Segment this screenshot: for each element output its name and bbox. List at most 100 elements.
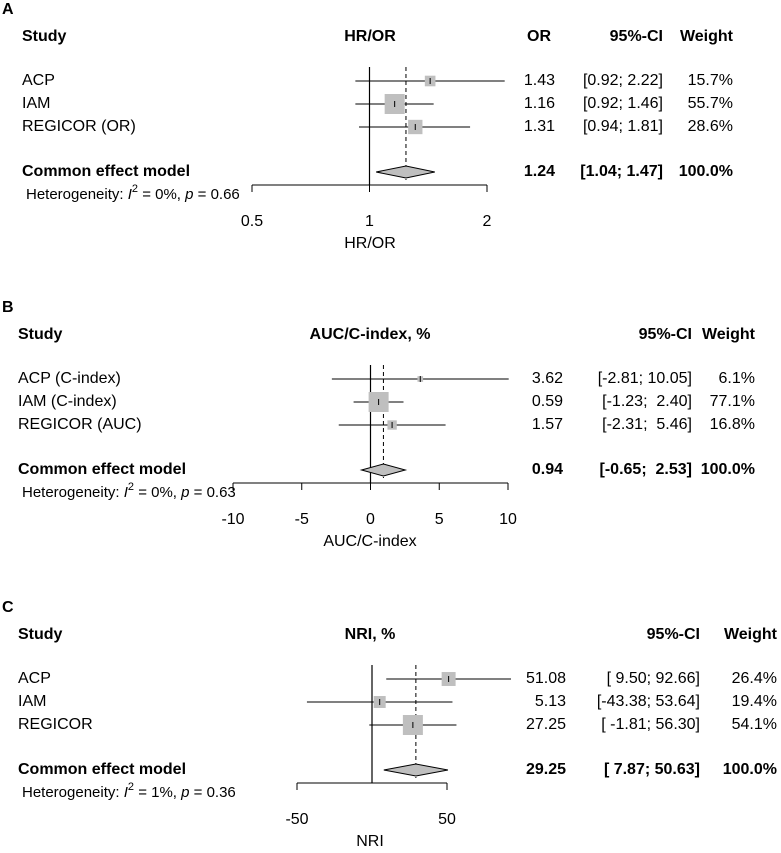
pooled-estimate: 29.25 — [526, 761, 566, 778]
pooled-diamond — [383, 763, 449, 777]
study-name: IAM (C-index) — [18, 393, 117, 410]
panel-label: A — [2, 1, 14, 18]
x-tick-label: 0 — [366, 511, 375, 528]
ci-label: [-1.23; 2.40] — [602, 393, 692, 410]
x-tick-label: 5 — [435, 511, 444, 528]
pooled-diamond — [359, 463, 408, 477]
heterogeneity-part: Heterogeneity: — [22, 784, 124, 801]
pooled-ci: [-0.65; 2.53] — [600, 461, 692, 478]
header-effect: HR/OR — [344, 28, 396, 45]
study-name: ACP (C-index) — [18, 370, 121, 387]
pooled-ci: [1.04; 1.47] — [580, 163, 663, 180]
panel-label: B — [2, 299, 14, 316]
heterogeneity-part: Heterogeneity: — [26, 186, 128, 203]
estimate: 27.25 — [526, 716, 566, 733]
heterogeneity-part: = 0.36 — [189, 784, 235, 801]
header-weight: Weight — [680, 28, 734, 45]
study-name: IAM — [18, 693, 46, 710]
ci-label: [-2.31; 5.46] — [602, 416, 692, 433]
heterogeneity: Heterogeneity: I2 = 0%, p = 0.66 — [26, 183, 240, 203]
study-name: REGICOR (OR) — [22, 118, 136, 135]
weight-label: 28.6% — [688, 118, 733, 135]
x-tick-label: 50 — [438, 811, 456, 828]
x-axis-label: AUC/C-index — [323, 533, 416, 550]
pooled-estimate: 1.24 — [524, 163, 555, 180]
study-name: ACP — [22, 72, 55, 89]
ci-label: [ -1.81; 56.30] — [601, 716, 700, 733]
heterogeneity-part: p — [180, 484, 189, 501]
ci-label: [0.94; 1.81] — [583, 118, 663, 135]
header-weight: Weight — [702, 326, 756, 343]
pooled-weight: 100.0% — [723, 761, 777, 778]
heterogeneity-part: I — [124, 484, 128, 501]
ci-label: [ 9.50; 92.66] — [607, 670, 700, 687]
estimate: 1.16 — [524, 95, 555, 112]
pooled-weight: 100.0% — [679, 163, 733, 180]
heterogeneity-part: = 0%, — [134, 484, 181, 501]
weight-label: 15.7% — [688, 72, 733, 89]
ci-label: [-2.81; 10.05] — [598, 370, 692, 387]
x-tick-label: 10 — [499, 511, 517, 528]
study-name: IAM — [22, 95, 50, 112]
ci-label: [0.92; 1.46] — [583, 95, 663, 112]
heterogeneity-part: 2 — [132, 183, 138, 195]
heterogeneity-part: = 0.63 — [189, 484, 235, 501]
x-axis-label: NRI — [356, 833, 384, 850]
panel-label: C — [2, 599, 14, 616]
heterogeneity-part: = 0.66 — [193, 186, 239, 203]
x-tick-label: -5 — [295, 511, 309, 528]
pooled-estimate: 0.94 — [532, 461, 563, 478]
heterogeneity: Heterogeneity: I2 = 1%, p = 0.36 — [22, 781, 236, 801]
heterogeneity-part: 2 — [128, 781, 134, 793]
heterogeneity-part: Heterogeneity: — [22, 484, 124, 501]
pooled-diamond — [376, 165, 435, 179]
x-tick-label: -10 — [221, 511, 244, 528]
ci-label: [-43.38; 53.64] — [597, 693, 700, 710]
estimate: 0.59 — [532, 393, 563, 410]
weight-label: 77.1% — [710, 393, 755, 410]
header-ci: 95%-CI — [639, 326, 692, 343]
weight-label: 26.4% — [732, 670, 777, 687]
header-weight: Weight — [724, 626, 778, 643]
header-estimate: OR — [527, 28, 551, 45]
estimate: 3.62 — [532, 370, 563, 387]
x-tick-label: 2 — [483, 213, 492, 230]
heterogeneity-part: 2 — [128, 481, 134, 493]
study-name: REGICOR (AUC) — [18, 416, 142, 433]
x-axis-label: HR/OR — [344, 235, 396, 252]
weight-label: 19.4% — [732, 693, 777, 710]
heterogeneity-part: p — [180, 784, 189, 801]
header-ci: 95%-CI — [647, 626, 700, 643]
weight-label: 54.1% — [732, 716, 777, 733]
heterogeneity-part: I — [124, 784, 128, 801]
header-study: Study — [18, 326, 63, 343]
x-tick-label: -50 — [285, 811, 308, 828]
x-tick-label: 1 — [365, 213, 374, 230]
pooled-ci: [ 7.87; 50.63] — [604, 761, 700, 778]
header-ci: 95%-CI — [610, 28, 663, 45]
pooled-name: Common effect model — [22, 163, 190, 180]
header-effect: NRI, % — [345, 626, 396, 643]
pooled-name: Common effect model — [18, 761, 186, 778]
weight-label: 55.7% — [688, 95, 733, 112]
estimate: 1.57 — [532, 416, 563, 433]
ci-label: [0.92; 2.22] — [583, 72, 663, 89]
heterogeneity-part: I — [128, 186, 132, 203]
pooled-weight: 100.0% — [701, 461, 755, 478]
weight-label: 16.8% — [710, 416, 755, 433]
x-tick-label: 0.5 — [241, 213, 263, 230]
header-study: Study — [18, 626, 63, 643]
header-study: Study — [22, 28, 67, 45]
heterogeneity-part: = 1%, — [134, 784, 181, 801]
header-effect: AUC/C-index, % — [310, 326, 431, 343]
heterogeneity: Heterogeneity: I2 = 0%, p = 0.63 — [22, 481, 236, 501]
estimate: 51.08 — [526, 670, 566, 687]
study-name: ACP — [18, 670, 51, 687]
pooled-name: Common effect model — [18, 461, 186, 478]
weight-label: 6.1% — [719, 370, 755, 387]
estimate: 1.31 — [524, 118, 555, 135]
heterogeneity-part: = 0%, — [138, 186, 185, 203]
heterogeneity-part: p — [184, 186, 193, 203]
estimate: 5.13 — [535, 693, 566, 710]
